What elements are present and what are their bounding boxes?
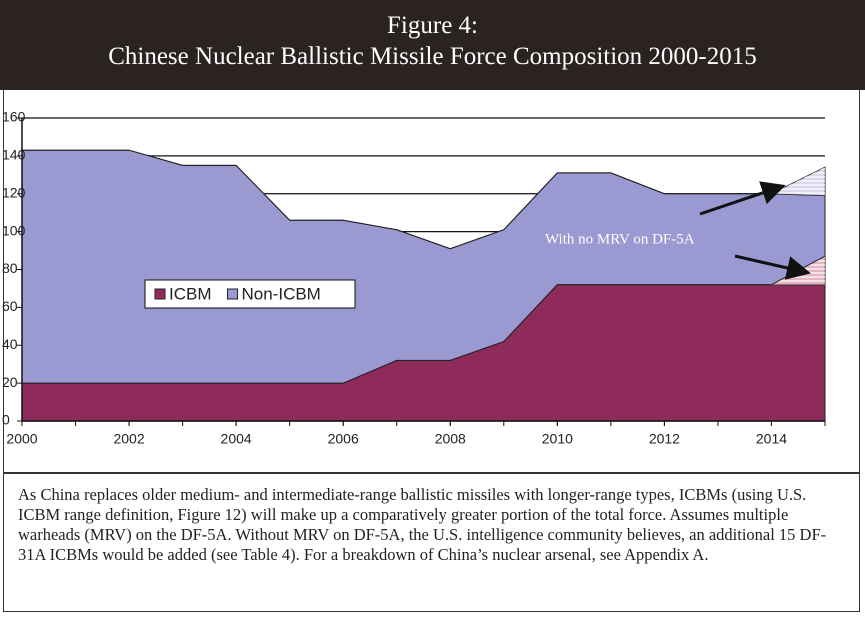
x-tick-label: 2000	[6, 431, 37, 447]
y-tick-label: 100	[2, 222, 26, 238]
y-tick-label: 140	[2, 147, 26, 163]
y-tick-label: 120	[2, 184, 26, 200]
chart: 0 20 40 60 80 100 120 140 160 2000 2002 2004 2006 200…	[2, 109, 826, 447]
figure-title: Chinese Nuclear Ballistic Missile Force …	[108, 43, 757, 70]
caption: As China replaces older medium- and inte…	[3, 472, 860, 612]
arrow	[699, 181, 786, 216]
y-tick-label: 160	[2, 109, 26, 125]
x-tick-label: 2014	[756, 431, 787, 447]
legend-label: Non-ICBM	[242, 284, 321, 303]
legend-swatch	[154, 288, 166, 300]
legend-label: ICBM	[169, 284, 212, 303]
y-tick-label: 0	[2, 412, 10, 428]
x-tick-label: 2012	[649, 431, 680, 447]
arrow	[734, 254, 811, 280]
y-tick-label: 40	[2, 336, 18, 352]
figure-header: Figure 4: Chinese Nuclear Ballistic Miss…	[0, 0, 865, 90]
x-tick-label: 2008	[435, 431, 466, 447]
legend-swatch	[227, 288, 238, 300]
x-tick-label: 2004	[221, 431, 252, 447]
legend-box	[144, 279, 356, 309]
annotation: With no MRV on DF-5A	[545, 231, 695, 247]
chart-frame	[3, 90, 860, 474]
y-tick-label: 80	[2, 260, 18, 276]
x-tick-label: 2002	[113, 431, 144, 447]
y-tick-label: 20	[2, 374, 18, 390]
x-tick-label: 2006	[328, 431, 359, 447]
x-tick-label: 2010	[542, 431, 573, 447]
y-tick-label: 60	[2, 298, 18, 314]
figure-label: Figure 4:	[387, 12, 478, 39]
